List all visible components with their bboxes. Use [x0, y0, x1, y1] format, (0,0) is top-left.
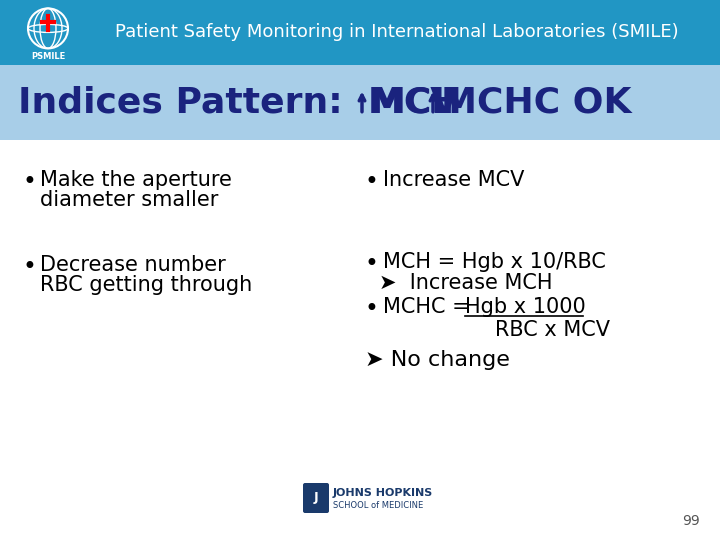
Text: 99: 99 [683, 514, 700, 528]
Bar [0, 0, 720, 65]
Text: SCHOOL of MEDICINE: SCHOOL of MEDICINE [333, 501, 423, 510]
FancyBboxPatch shape [303, 483, 329, 513]
Text: •: • [22, 255, 36, 279]
Text: Hgb x 1000: Hgb x 1000 [465, 298, 586, 318]
Text: MCHC =: MCHC = [383, 298, 477, 318]
Text: J: J [314, 491, 318, 504]
Text: •: • [365, 252, 379, 276]
Text: •: • [22, 171, 36, 194]
Text: RBC getting through: RBC getting through [40, 275, 252, 295]
Text: Increase MCV: Increase MCV [383, 171, 524, 191]
Text: MCHC OK: MCHC OK [441, 86, 631, 119]
Text: Decrease number: Decrease number [40, 255, 226, 275]
Text: diameter smaller: diameter smaller [40, 191, 218, 211]
Text: Indices Pattern:  MCV: Indices Pattern: MCV [18, 86, 458, 119]
Text: JOHNS HOPKINS: JOHNS HOPKINS [333, 488, 433, 498]
Text: MCH: MCH [370, 86, 463, 119]
Text: MCH = Hgb x 10/RBC: MCH = Hgb x 10/RBC [383, 252, 606, 272]
Bar [0, 65, 720, 140]
Text: •: • [365, 298, 379, 321]
Text: Make the aperture: Make the aperture [40, 171, 232, 191]
Text: RBC x MCV: RBC x MCV [495, 320, 610, 340]
Text: PSMILE: PSMILE [31, 52, 65, 61]
Text: •: • [365, 171, 379, 194]
Text: ➤  Increase MCH: ➤ Increase MCH [379, 273, 552, 293]
Text: ➤ No change: ➤ No change [365, 350, 510, 370]
Text: Patient Safety Monitoring in International Laboratories (SMILE): Patient Safety Monitoring in Internation… [115, 23, 679, 42]
